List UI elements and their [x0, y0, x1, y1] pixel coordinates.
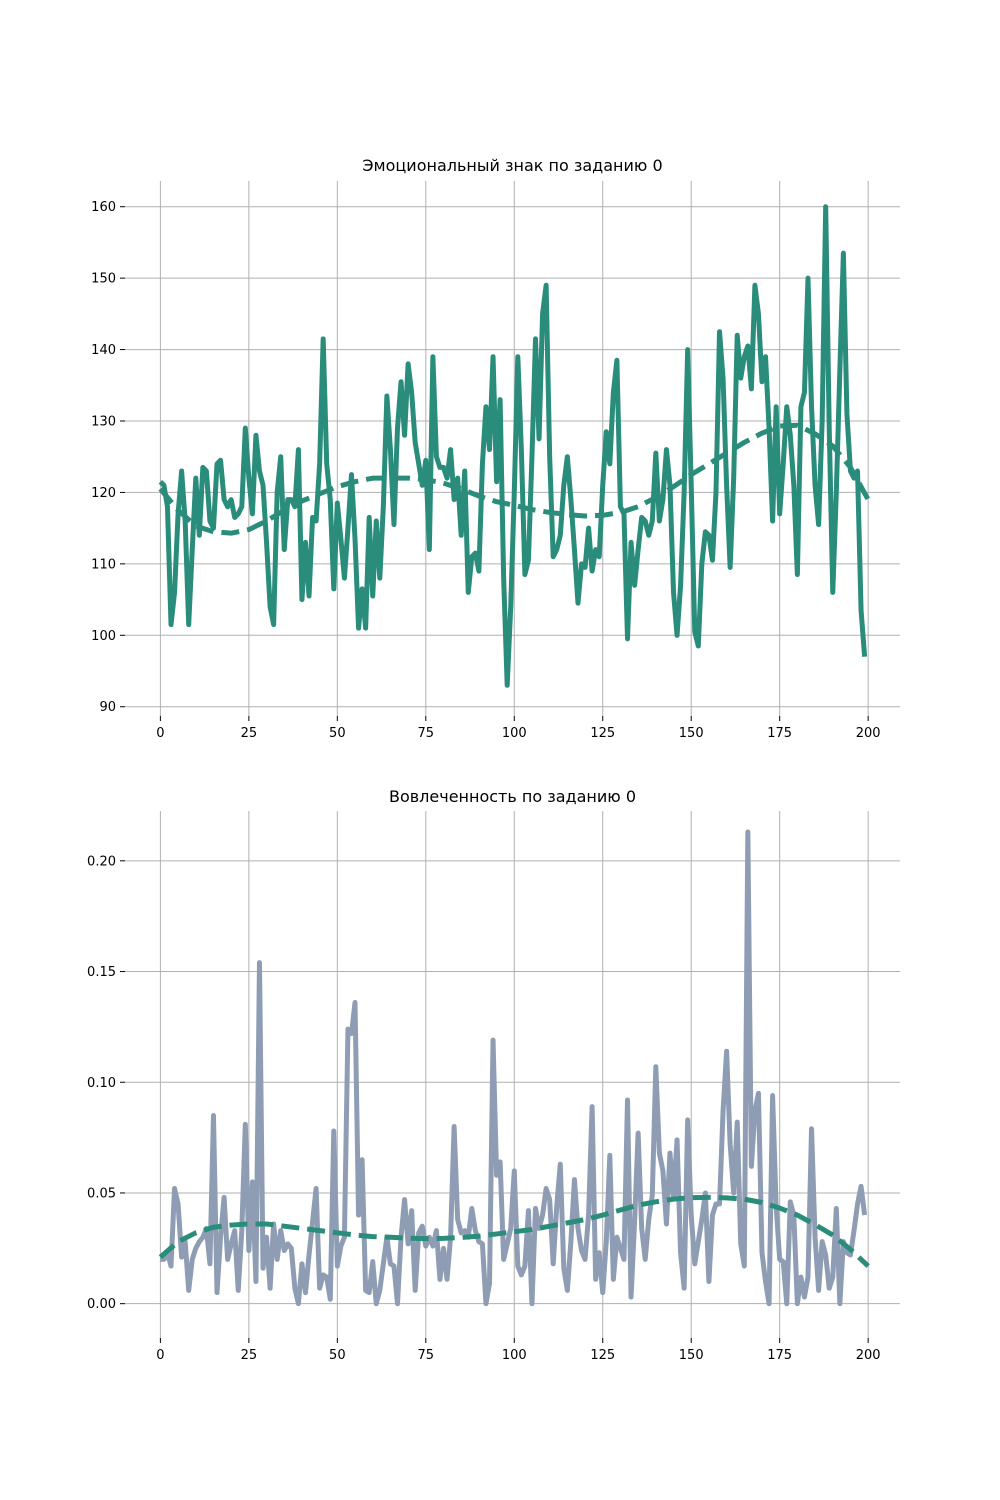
x-tick-label: 25 — [241, 726, 258, 741]
x-tick-label: 175 — [767, 1348, 792, 1363]
x-tick-label: 50 — [329, 726, 346, 741]
y-tick-label: 0.15 — [87, 965, 116, 980]
chart-top: Эмоциональный знак по заданию 0 0 25 50 75 1… — [91, 156, 900, 741]
x-tick-label: 100 — [502, 1348, 527, 1363]
chart-title: Эмоциональный знак по заданию 0 — [362, 156, 662, 175]
axis-ticks: 0 25 50 75 100 125 150 175 200 90 100 110 120 130 140 1… — [91, 200, 880, 741]
series-lines — [158, 829, 870, 1307]
data-line — [160, 829, 868, 1307]
x-tick-label: 125 — [590, 1348, 615, 1363]
chart-bottom: Вовлеченность по заданию 0 0 25 50 75 100 125… — [87, 787, 900, 1363]
x-tick-label: 0 — [156, 1348, 164, 1363]
x-tick-label: 125 — [590, 726, 615, 741]
x-tick-label: 175 — [767, 726, 792, 741]
trend-line — [158, 1194, 870, 1268]
data-line — [158, 204, 868, 688]
axis-ticks: 0 25 50 75 100 125 150 175 200 0.00 0.05 0.10 0.15 0.… — [87, 854, 881, 1363]
x-tick-label: 200 — [856, 726, 881, 741]
x-tick-label: 75 — [418, 1348, 435, 1363]
x-tick-label: 25 — [241, 1348, 258, 1363]
x-tick-label: 100 — [502, 726, 527, 741]
y-tick-label: 0.05 — [87, 1186, 116, 1201]
series-lines — [158, 204, 871, 688]
y-tick-label: 0.00 — [87, 1297, 116, 1312]
y-tick-label: 160 — [91, 200, 116, 215]
x-tick-label: 150 — [679, 1348, 704, 1363]
y-tick-label: 140 — [91, 343, 116, 358]
y-tick-label: 90 — [99, 700, 116, 715]
x-tick-label: 50 — [329, 1348, 346, 1363]
y-tick-label: 130 — [91, 415, 116, 430]
x-tick-label: 0 — [156, 726, 164, 741]
y-tick-label: 110 — [91, 557, 116, 572]
x-tick-label: 150 — [679, 726, 704, 741]
y-tick-label: 150 — [91, 272, 116, 287]
trend-line — [158, 422, 871, 536]
y-tick-label: 0.20 — [87, 854, 116, 869]
y-tick-label: 0.10 — [87, 1076, 116, 1091]
y-tick-label: 120 — [91, 486, 116, 501]
x-tick-label: 200 — [856, 1348, 881, 1363]
x-tick-label: 75 — [418, 726, 435, 741]
chart-title: Вовлеченность по заданию 0 — [389, 787, 636, 806]
y-tick-label: 100 — [91, 629, 116, 644]
